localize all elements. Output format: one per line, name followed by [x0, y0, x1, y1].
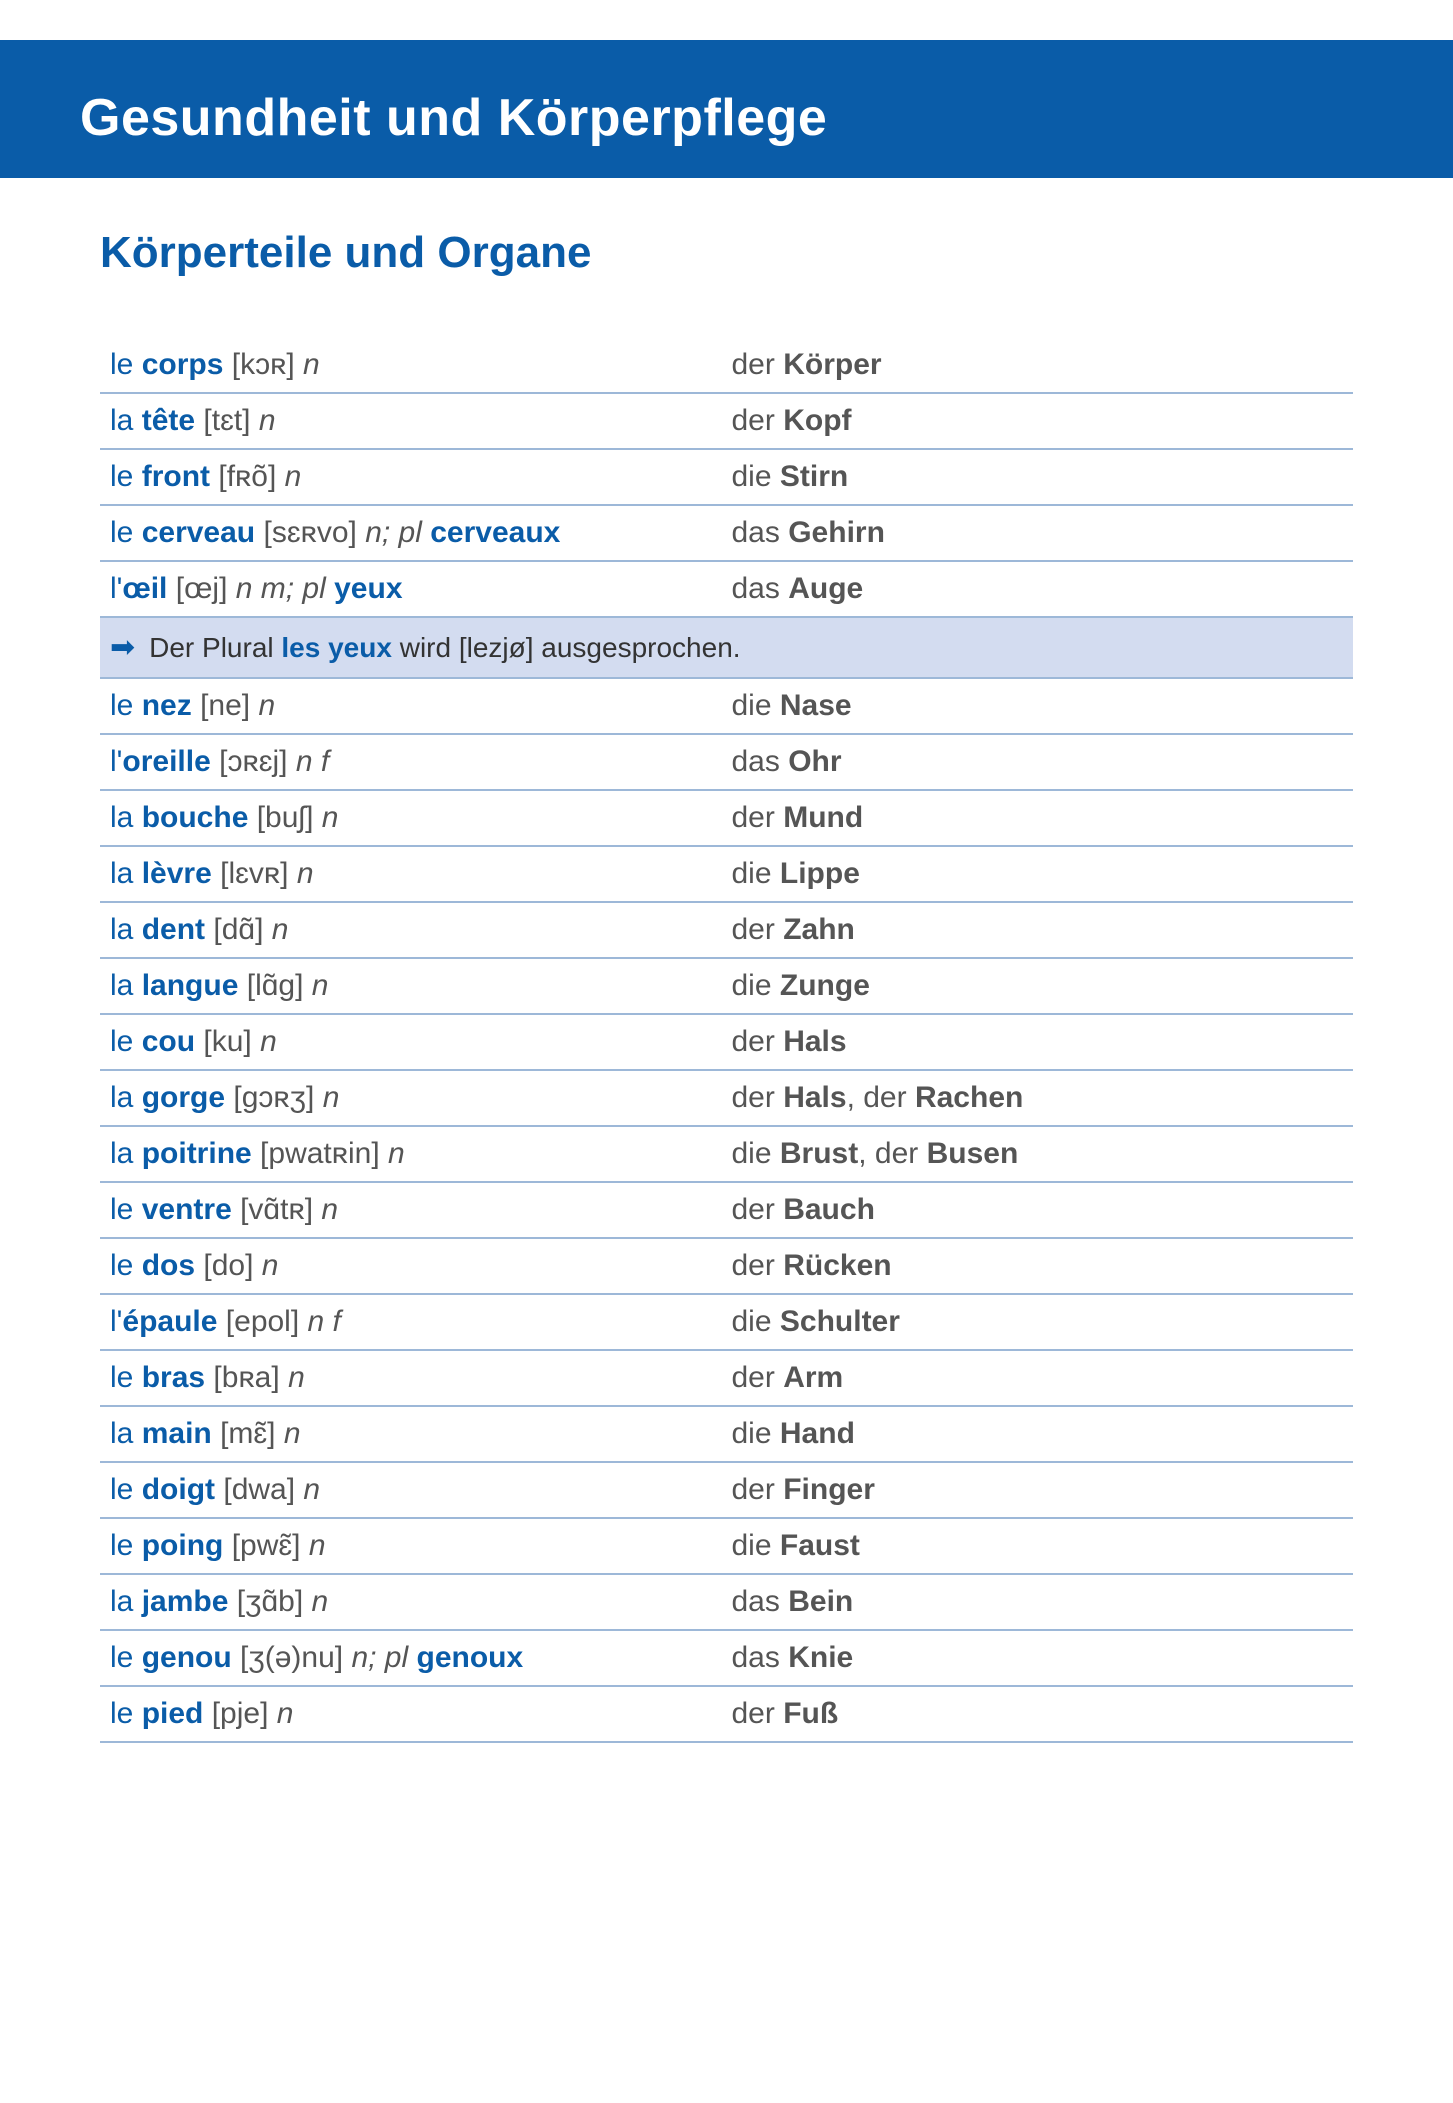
vocab-row: le dos [do] nder Rücken	[100, 1239, 1353, 1295]
french-cell: l'œil [œj] n m; pl yeux	[110, 572, 732, 606]
french-cell: la tête [tɛt] n	[110, 404, 732, 438]
vocab-row: la langue [lɑ̃g] ndie Zunge	[100, 959, 1353, 1015]
german-cell: der Arm	[732, 1361, 1354, 1395]
french-cell: le cerveau [sɛʀvo] n; pl cerveaux	[110, 516, 732, 550]
vocab-table: le corps [kɔʀ] nder Körperla tête [tɛt] …	[100, 338, 1353, 1743]
vocab-row: la dent [dɑ̃] nder Zahn	[100, 903, 1353, 959]
french-cell: la jambe [ʒɑ̃b] n	[110, 1585, 732, 1619]
french-cell: le front [fʀõ] n	[110, 460, 732, 494]
german-cell: die Schulter	[732, 1305, 1354, 1339]
french-cell: le corps [kɔʀ] n	[110, 348, 732, 382]
vocab-row: la main [mɛ̃] ndie Hand	[100, 1407, 1353, 1463]
vocab-row: l'oreille [ɔʀɛj] n fdas Ohr	[100, 735, 1353, 791]
arrow-icon: ➡	[110, 630, 135, 665]
french-cell: le doigt [dwa] n	[110, 1473, 732, 1507]
vocab-row: la tête [tɛt] nder Kopf	[100, 394, 1353, 450]
french-cell: la main [mɛ̃] n	[110, 1417, 732, 1451]
french-cell: la lèvre [lɛvʀ] n	[110, 857, 732, 891]
german-cell: der Bauch	[732, 1193, 1354, 1227]
vocab-row: l'épaule [epol] n fdie Schulter	[100, 1295, 1353, 1351]
german-cell: der Zahn	[732, 913, 1354, 947]
vocab-row: l'œil [œj] n m; pl yeuxdas Auge	[100, 562, 1353, 618]
german-cell: die Lippe	[732, 857, 1354, 891]
vocab-row: le front [fʀõ] ndie Stirn	[100, 450, 1353, 506]
vocab-row: le ventre [vɑ̃tʀ] nder Bauch	[100, 1183, 1353, 1239]
french-cell: le ventre [vɑ̃tʀ] n	[110, 1193, 732, 1227]
german-cell: die Stirn	[732, 460, 1354, 494]
vocab-row: la jambe [ʒɑ̃b] ndas Bein	[100, 1575, 1353, 1631]
vocab-row: le cou [ku] nder Hals	[100, 1015, 1353, 1071]
usage-note: ➡Der Plural les yeux wird [lezjø] ausges…	[100, 618, 1353, 679]
french-cell: la gorge [gɔʀʒ] n	[110, 1081, 732, 1115]
german-cell: der Kopf	[732, 404, 1354, 438]
section-subtitle: Körperteile und Organe	[100, 228, 1353, 278]
content-area: Körperteile und Organe le corps [kɔʀ] nd…	[0, 178, 1453, 1803]
german-cell: das Ohr	[732, 745, 1354, 779]
german-cell: der Mund	[732, 801, 1354, 835]
vocab-row: le nez [ne] ndie Nase	[100, 679, 1353, 735]
chapter-header: Gesundheit und Körperpflege	[0, 40, 1453, 178]
french-cell: le cou [ku] n	[110, 1025, 732, 1059]
german-cell: die Brust, der Busen	[732, 1137, 1354, 1171]
german-cell: der Rücken	[732, 1249, 1354, 1283]
french-cell: le dos [do] n	[110, 1249, 732, 1283]
french-cell: le pied [pje] n	[110, 1697, 732, 1731]
vocab-row: la gorge [gɔʀʒ] nder Hals, der Rachen	[100, 1071, 1353, 1127]
french-cell: le poing [pwɛ̃] n	[110, 1529, 732, 1563]
french-cell: l'épaule [epol] n f	[110, 1305, 732, 1339]
german-cell: das Bein	[732, 1585, 1354, 1619]
vocab-row: le pied [pje] nder Fuß	[100, 1687, 1353, 1743]
vocab-row: le bras [bʀa] nder Arm	[100, 1351, 1353, 1407]
french-cell: la poitrine [pwatʀin] n	[110, 1137, 732, 1171]
french-cell: le bras [bʀa] n	[110, 1361, 732, 1395]
german-cell: die Nase	[732, 689, 1354, 723]
german-cell: das Gehirn	[732, 516, 1354, 550]
french-cell: la langue [lɑ̃g] n	[110, 969, 732, 1003]
french-cell: l'oreille [ɔʀɛj] n f	[110, 745, 732, 779]
german-cell: die Faust	[732, 1529, 1354, 1563]
german-cell: der Hals	[732, 1025, 1354, 1059]
german-cell: der Hals, der Rachen	[732, 1081, 1354, 1115]
german-cell: der Fuß	[732, 1697, 1354, 1731]
french-cell: le nez [ne] n	[110, 689, 732, 723]
chapter-title: Gesundheit und Körperpflege	[80, 88, 1373, 148]
german-cell: das Auge	[732, 572, 1354, 606]
vocab-row: la bouche [buʃ] nder Mund	[100, 791, 1353, 847]
german-cell: die Hand	[732, 1417, 1354, 1451]
vocab-row: le doigt [dwa] nder Finger	[100, 1463, 1353, 1519]
vocab-row: le cerveau [sɛʀvo] n; pl cerveauxdas Geh…	[100, 506, 1353, 562]
french-cell: la bouche [buʃ] n	[110, 801, 732, 835]
french-cell: le genou [ʒ(ə)nu] n; pl genoux	[110, 1641, 732, 1675]
french-cell: la dent [dɑ̃] n	[110, 913, 732, 947]
german-cell: das Knie	[732, 1641, 1354, 1675]
vocab-row: le genou [ʒ(ə)nu] n; pl genouxdas Knie	[100, 1631, 1353, 1687]
vocab-row: le poing [pwɛ̃] ndie Faust	[100, 1519, 1353, 1575]
vocab-row: la poitrine [pwatʀin] ndie Brust, der Bu…	[100, 1127, 1353, 1183]
german-cell: die Zunge	[732, 969, 1354, 1003]
german-cell: der Körper	[732, 348, 1354, 382]
german-cell: der Finger	[732, 1473, 1354, 1507]
vocab-row: la lèvre [lɛvʀ] ndie Lippe	[100, 847, 1353, 903]
vocab-row: le corps [kɔʀ] nder Körper	[100, 338, 1353, 394]
